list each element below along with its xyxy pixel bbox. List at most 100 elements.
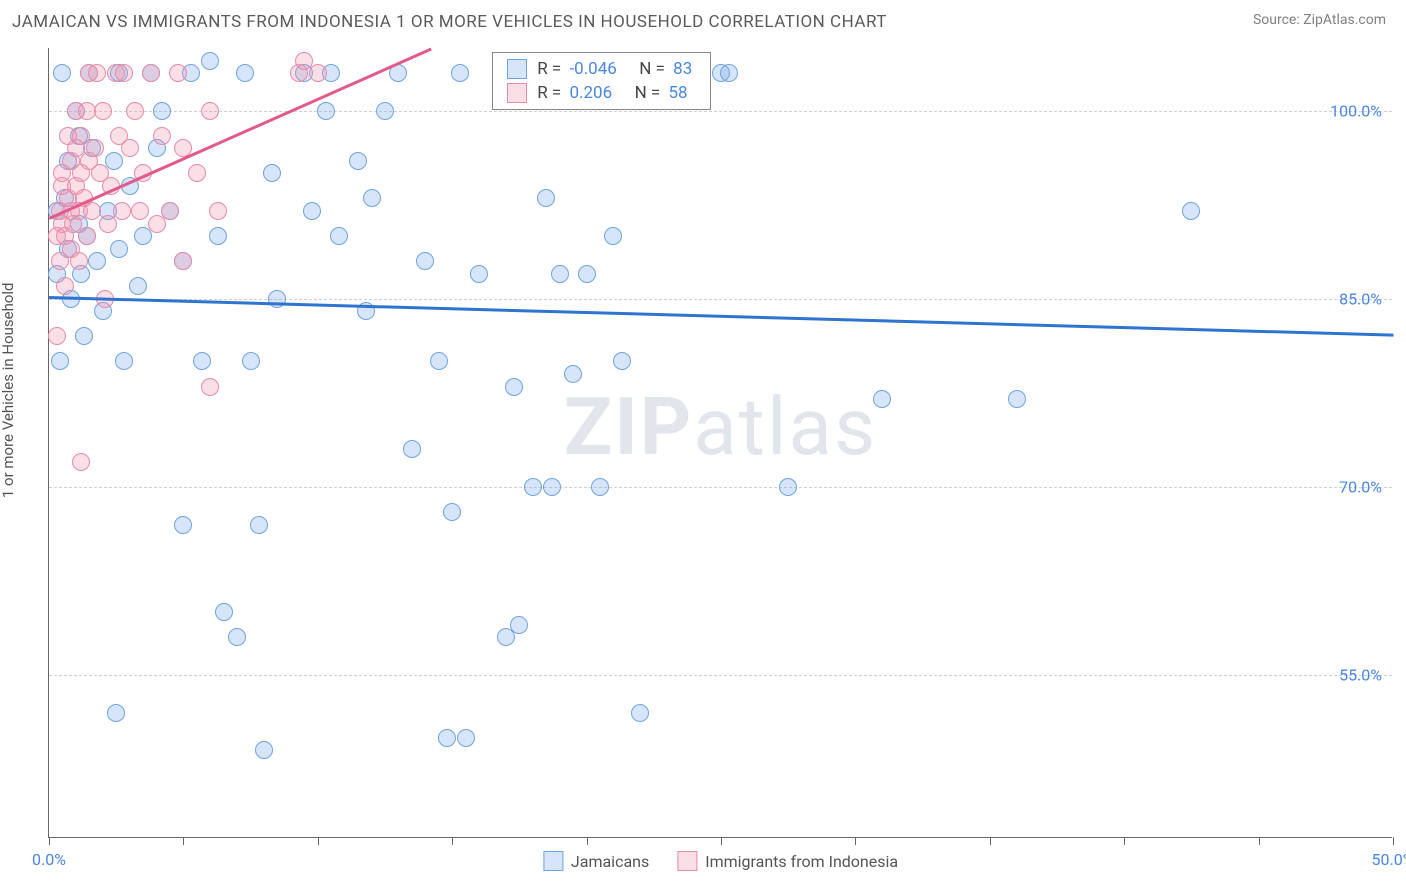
- data-point: [72, 453, 90, 471]
- y-tick-label: 70.0%: [1339, 477, 1382, 496]
- x-tick: [1393, 837, 1394, 845]
- data-point: [53, 64, 71, 82]
- gridline: [49, 299, 1392, 300]
- data-point: [201, 378, 219, 396]
- y-tick-label: 100.0%: [1330, 101, 1382, 120]
- n-label: N = 58: [626, 83, 691, 103]
- y-axis-title: 1 or more Vehicles in Household: [0, 282, 17, 498]
- data-point: [215, 603, 233, 621]
- data-point: [543, 478, 561, 496]
- data-point: [188, 164, 206, 182]
- data-point: [457, 729, 475, 747]
- gridline: [49, 675, 1392, 676]
- x-tick: [1124, 837, 1125, 845]
- data-point: [70, 252, 88, 270]
- chart-header: JAMAICAN VS IMMIGRANTS FROM INDONESIA 1 …: [0, 0, 1406, 40]
- data-point: [1182, 202, 1200, 220]
- data-point: [142, 64, 160, 82]
- x-tick: [183, 837, 184, 845]
- x-tick: [855, 837, 856, 845]
- data-point: [591, 478, 609, 496]
- data-point: [250, 516, 268, 534]
- n-label: N = 83: [631, 59, 696, 79]
- gridline: [49, 111, 1392, 112]
- data-point: [564, 365, 582, 383]
- data-point: [88, 64, 106, 82]
- data-point: [48, 327, 66, 345]
- trend-line: [49, 296, 1393, 336]
- data-point: [470, 265, 488, 283]
- data-point: [131, 202, 149, 220]
- data-point: [604, 227, 622, 245]
- data-point: [110, 240, 128, 258]
- data-point: [126, 102, 144, 120]
- data-point: [524, 478, 542, 496]
- data-point: [107, 704, 125, 722]
- data-point: [613, 352, 631, 370]
- data-point: [209, 202, 227, 220]
- data-point: [86, 139, 104, 157]
- x-tick: [49, 837, 50, 845]
- legend-swatch: [677, 851, 697, 871]
- x-tick: [990, 837, 991, 845]
- x-tick: [318, 837, 319, 845]
- stats-legend-row: R = 0.206 N = 58: [493, 81, 710, 105]
- legend-swatch: [507, 83, 527, 103]
- legend-item: Jamaicans: [543, 851, 649, 871]
- data-point: [510, 616, 528, 634]
- data-point: [115, 64, 133, 82]
- legend-label: Immigrants from Indonesia: [705, 852, 898, 871]
- data-point: [94, 102, 112, 120]
- data-point: [161, 202, 179, 220]
- r-label: R = 0.206: [537, 83, 616, 103]
- data-point: [430, 352, 448, 370]
- x-tick: [721, 837, 722, 845]
- data-point: [505, 378, 523, 396]
- data-point: [242, 352, 260, 370]
- data-point: [330, 227, 348, 245]
- x-tick: [587, 837, 588, 845]
- data-point: [779, 478, 797, 496]
- data-point: [263, 164, 281, 182]
- legend-swatch: [543, 851, 563, 871]
- series-legend: Jamaicans Immigrants from Indonesia: [543, 851, 898, 871]
- data-point: [303, 202, 321, 220]
- data-point: [443, 503, 461, 521]
- y-tick-label: 85.0%: [1339, 289, 1382, 308]
- data-point: [201, 52, 219, 70]
- data-point: [174, 252, 192, 270]
- data-point: [75, 327, 93, 345]
- source-label: Source: ZipAtlas.com: [1253, 12, 1386, 28]
- data-point: [438, 729, 456, 747]
- data-point: [376, 102, 394, 120]
- data-point: [193, 352, 211, 370]
- data-point: [403, 440, 421, 458]
- stats-legend-row: R = -0.046 N = 83: [493, 57, 710, 81]
- data-point: [121, 139, 139, 157]
- data-point: [129, 277, 147, 295]
- data-point: [255, 741, 273, 759]
- data-point: [1008, 390, 1026, 408]
- data-point: [56, 277, 74, 295]
- x-tick: [1259, 837, 1260, 845]
- data-point: [349, 152, 367, 170]
- data-point: [451, 64, 469, 82]
- stats-legend: R = -0.046 N = 83R = 0.206 N = 58: [492, 52, 711, 110]
- data-point: [78, 227, 96, 245]
- r-label: R = -0.046: [537, 59, 621, 79]
- y-tick-label: 55.0%: [1339, 665, 1382, 684]
- data-point: [228, 628, 246, 646]
- legend-label: Jamaicans: [571, 852, 649, 871]
- data-point: [153, 127, 171, 145]
- data-point: [201, 102, 219, 120]
- watermark: ZIPatlas: [564, 380, 877, 474]
- data-point: [416, 252, 434, 270]
- data-point: [51, 352, 69, 370]
- data-point: [88, 252, 106, 270]
- data-point: [537, 189, 555, 207]
- data-point: [115, 352, 133, 370]
- scatter-plot-area: ZIPatlas 55.0%70.0%85.0%100.0%0.0%50.0%R…: [48, 48, 1392, 838]
- data-point: [578, 265, 596, 283]
- data-point: [631, 704, 649, 722]
- data-point: [174, 516, 192, 534]
